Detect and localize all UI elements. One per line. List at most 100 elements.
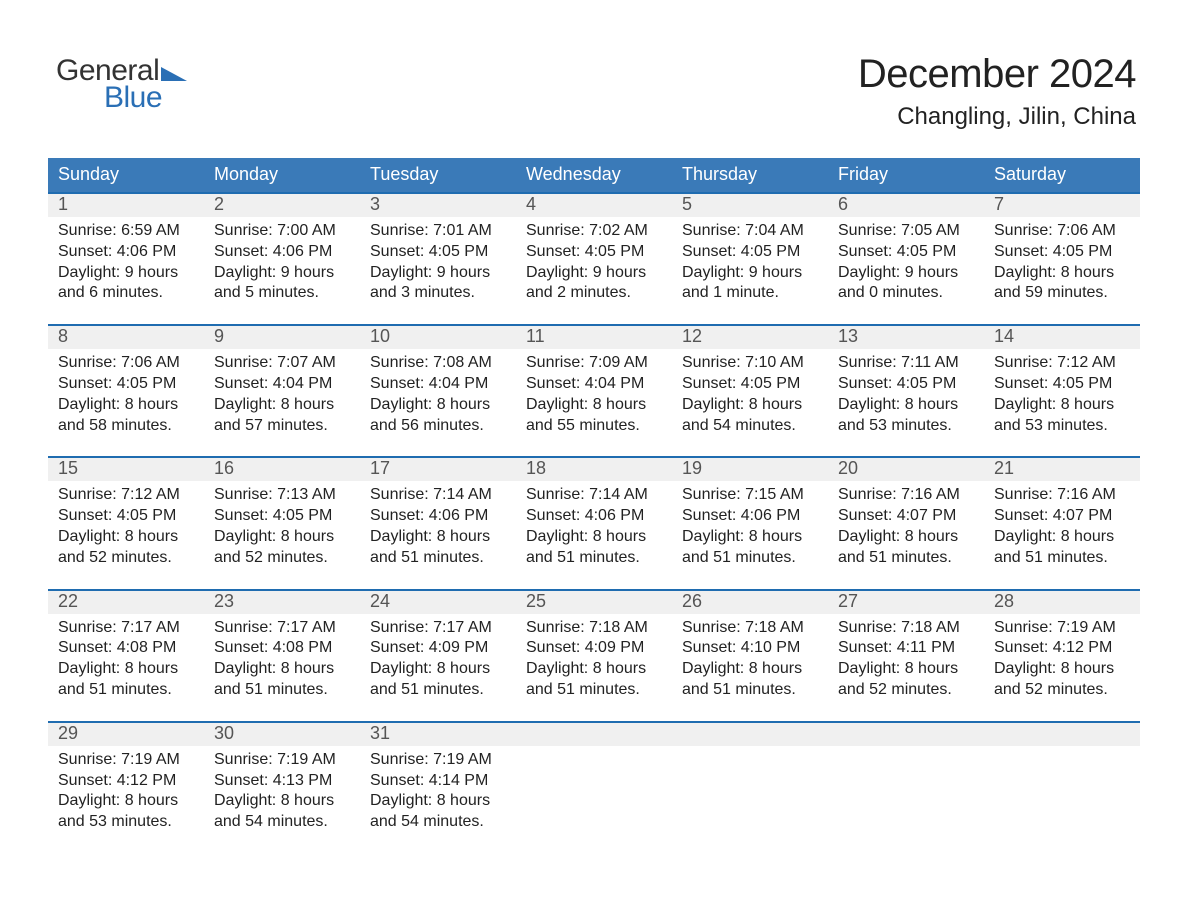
day-details: Sunrise: 7:16 AMSunset: 4:07 PMDaylight:… [828,481,984,578]
sunset-text: Sunset: 4:06 PM [58,242,194,263]
sunset-text: Sunset: 4:07 PM [838,506,974,527]
day-details: Sunrise: 6:59 AMSunset: 4:06 PMDaylight:… [48,217,204,314]
sunset-text: Sunset: 4:05 PM [58,506,194,527]
daylight-text: Daylight: 9 hours and 0 minutes. [838,263,974,305]
day-number: 6 [828,194,984,217]
sunset-text: Sunset: 4:05 PM [58,374,194,395]
sunset-text: Sunset: 4:05 PM [214,506,350,527]
sunrise-text: Sunrise: 7:04 AM [682,221,818,242]
sunset-text: Sunset: 4:06 PM [526,506,662,527]
day-number: 22 [48,591,204,614]
week-row: 15161718192021Sunrise: 7:12 AMSunset: 4:… [48,456,1140,578]
sunset-text: Sunset: 4:04 PM [370,374,506,395]
day-number: 2 [204,194,360,217]
dow-header-row: Sunday Monday Tuesday Wednesday Thursday… [48,158,1140,192]
title-block: December 2024 Changling, Jilin, China [858,52,1136,131]
sunrise-text: Sunrise: 7:19 AM [58,750,194,771]
daylight-text: Daylight: 8 hours and 54 minutes. [370,791,506,833]
sunrise-text: Sunrise: 7:17 AM [370,618,506,639]
detail-row: Sunrise: 7:19 AMSunset: 4:12 PMDaylight:… [48,746,1140,843]
daylight-text: Daylight: 8 hours and 53 minutes. [838,395,974,437]
day-details: Sunrise: 7:16 AMSunset: 4:07 PMDaylight:… [984,481,1140,578]
sunrise-text: Sunrise: 7:10 AM [682,353,818,374]
sunset-text: Sunset: 4:13 PM [214,771,350,792]
week-row: 891011121314Sunrise: 7:06 AMSunset: 4:05… [48,324,1140,446]
day-details [984,746,1140,843]
day-details: Sunrise: 7:06 AMSunset: 4:05 PMDaylight:… [984,217,1140,314]
sunrise-text: Sunrise: 7:19 AM [994,618,1130,639]
day-number [516,723,672,746]
sunrise-text: Sunrise: 7:18 AM [838,618,974,639]
day-number: 23 [204,591,360,614]
day-details: Sunrise: 7:07 AMSunset: 4:04 PMDaylight:… [204,349,360,446]
day-details: Sunrise: 7:12 AMSunset: 4:05 PMDaylight:… [984,349,1140,446]
day-details: Sunrise: 7:08 AMSunset: 4:04 PMDaylight:… [360,349,516,446]
sunrise-text: Sunrise: 7:01 AM [370,221,506,242]
detail-row: Sunrise: 6:59 AMSunset: 4:06 PMDaylight:… [48,217,1140,314]
day-details: Sunrise: 7:12 AMSunset: 4:05 PMDaylight:… [48,481,204,578]
daylight-text: Daylight: 8 hours and 51 minutes. [58,659,194,701]
day-details: Sunrise: 7:11 AMSunset: 4:05 PMDaylight:… [828,349,984,446]
day-details: Sunrise: 7:00 AMSunset: 4:06 PMDaylight:… [204,217,360,314]
daylight-text: Daylight: 8 hours and 51 minutes. [526,527,662,569]
page-subtitle: Changling, Jilin, China [858,103,1136,131]
day-details: Sunrise: 7:05 AMSunset: 4:05 PMDaylight:… [828,217,984,314]
daylight-text: Daylight: 9 hours and 2 minutes. [526,263,662,305]
week-row: 22232425262728Sunrise: 7:17 AMSunset: 4:… [48,589,1140,711]
sunrise-text: Sunrise: 7:16 AM [838,485,974,506]
day-number: 7 [984,194,1140,217]
daylight-text: Daylight: 8 hours and 51 minutes. [370,659,506,701]
day-details: Sunrise: 7:17 AMSunset: 4:08 PMDaylight:… [204,614,360,711]
sunset-text: Sunset: 4:10 PM [682,638,818,659]
sunset-text: Sunset: 4:09 PM [526,638,662,659]
sunset-text: Sunset: 4:08 PM [214,638,350,659]
day-details [516,746,672,843]
daylight-text: Daylight: 9 hours and 1 minute. [682,263,818,305]
sunset-text: Sunset: 4:06 PM [682,506,818,527]
day-number [984,723,1140,746]
day-number: 31 [360,723,516,746]
sunset-text: Sunset: 4:06 PM [214,242,350,263]
day-number: 27 [828,591,984,614]
sunrise-text: Sunrise: 7:17 AM [58,618,194,639]
day-details: Sunrise: 7:18 AMSunset: 4:10 PMDaylight:… [672,614,828,711]
sunrise-text: Sunrise: 7:07 AM [214,353,350,374]
daylight-text: Daylight: 8 hours and 51 minutes. [370,527,506,569]
sunset-text: Sunset: 4:05 PM [994,374,1130,395]
daylight-text: Daylight: 8 hours and 57 minutes. [214,395,350,437]
sunset-text: Sunset: 4:05 PM [838,374,974,395]
day-details: Sunrise: 7:19 AMSunset: 4:13 PMDaylight:… [204,746,360,843]
day-number: 3 [360,194,516,217]
sunrise-text: Sunrise: 7:13 AM [214,485,350,506]
sunset-text: Sunset: 4:04 PM [526,374,662,395]
sunset-text: Sunset: 4:09 PM [370,638,506,659]
dow-tuesday: Tuesday [360,158,516,192]
sunset-text: Sunset: 4:04 PM [214,374,350,395]
daylight-text: Daylight: 8 hours and 51 minutes. [682,527,818,569]
daylight-text: Daylight: 8 hours and 52 minutes. [994,659,1130,701]
day-number [828,723,984,746]
week-row: 293031Sunrise: 7:19 AMSunset: 4:12 PMDay… [48,721,1140,843]
day-details: Sunrise: 7:02 AMSunset: 4:05 PMDaylight:… [516,217,672,314]
flag-icon [161,57,187,87]
daylight-text: Daylight: 8 hours and 51 minutes. [994,527,1130,569]
daynum-row: 22232425262728 [48,591,1140,614]
day-number: 1 [48,194,204,217]
day-details: Sunrise: 7:19 AMSunset: 4:12 PMDaylight:… [48,746,204,843]
day-number: 16 [204,458,360,481]
daynum-row: 891011121314 [48,326,1140,349]
daylight-text: Daylight: 8 hours and 51 minutes. [838,527,974,569]
week-row: 1234567Sunrise: 6:59 AMSunset: 4:06 PMDa… [48,192,1140,314]
sunrise-text: Sunrise: 7:11 AM [838,353,974,374]
sunset-text: Sunset: 4:11 PM [838,638,974,659]
day-number: 28 [984,591,1140,614]
day-number: 21 [984,458,1140,481]
day-number: 12 [672,326,828,349]
sunrise-text: Sunrise: 7:09 AM [526,353,662,374]
daylight-text: Daylight: 8 hours and 59 minutes. [994,263,1130,305]
day-number: 15 [48,458,204,481]
day-details: Sunrise: 7:04 AMSunset: 4:05 PMDaylight:… [672,217,828,314]
day-number: 29 [48,723,204,746]
sunrise-text: Sunrise: 7:16 AM [994,485,1130,506]
sunrise-text: Sunrise: 7:19 AM [214,750,350,771]
